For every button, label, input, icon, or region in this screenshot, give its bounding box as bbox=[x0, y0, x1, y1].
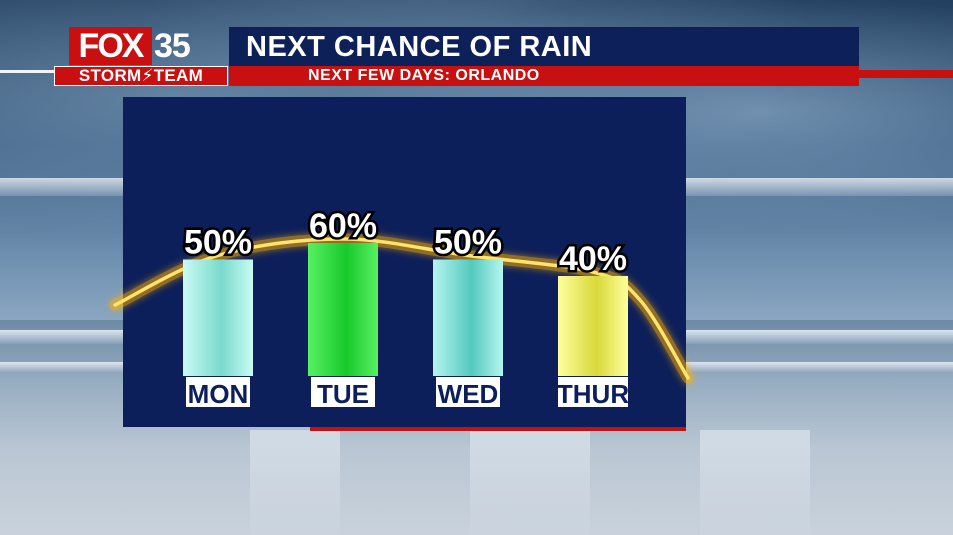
bar-thur bbox=[558, 276, 628, 376]
value-label-mon: 50% bbox=[184, 224, 252, 262]
logo-red-box bbox=[69, 27, 152, 65]
floor-light-stripe bbox=[470, 430, 590, 535]
header-white-line bbox=[0, 70, 58, 73]
trend-line bbox=[113, 237, 690, 380]
title-bar bbox=[229, 27, 859, 66]
day-tag-tue bbox=[311, 377, 375, 407]
value-label-tue: 60% bbox=[309, 207, 377, 245]
fox35-storm-team-logo: FOX 35 STORM⚡TEAM bbox=[54, 27, 229, 86]
subtitle-bar bbox=[229, 66, 859, 86]
logo-channel-number: 35 bbox=[154, 27, 191, 65]
day-tag-wed bbox=[436, 377, 500, 407]
floor-light-stripe bbox=[700, 430, 810, 535]
day-label-thur: THUR bbox=[557, 379, 629, 409]
bar-wed bbox=[433, 259, 503, 376]
page-title: NEXT CHANCE OF RAIN bbox=[246, 31, 593, 63]
panel-red-underline bbox=[310, 427, 686, 431]
logo-fox-text: FOX bbox=[78, 27, 145, 65]
page-subtitle: NEXT FEW DAYS: ORLANDO bbox=[308, 67, 540, 84]
value-label-wed: 50% bbox=[434, 224, 502, 262]
bar-mon bbox=[183, 259, 253, 376]
day-label-tue: TUE bbox=[317, 379, 369, 409]
day-tag-thur bbox=[558, 377, 628, 407]
day-label-wed: WED bbox=[438, 379, 499, 409]
value-label-thur: 40% bbox=[559, 240, 627, 278]
subtitle-bar-extension bbox=[859, 70, 953, 78]
day-label-mon: MON bbox=[188, 379, 249, 409]
logo-team-box bbox=[54, 66, 228, 86]
floor-light-stripe bbox=[250, 430, 340, 535]
day-tag-mon bbox=[186, 377, 250, 407]
bar-tue bbox=[308, 243, 378, 376]
logo-storm-team-text: STORM⚡TEAM bbox=[78, 66, 204, 85]
